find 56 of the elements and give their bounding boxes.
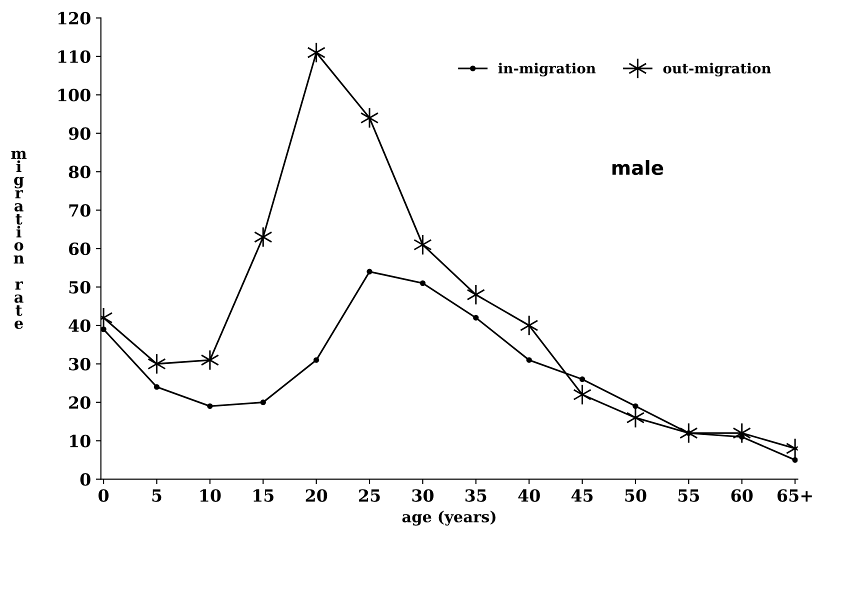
x-tick-label: 0 [98, 489, 109, 502]
y-tick-label: 120 [58, 12, 90, 25]
x-tick-label: 25 [359, 489, 380, 502]
point [313, 357, 320, 363]
y-tick-label: 110 [58, 50, 90, 63]
point [473, 314, 479, 321]
y-tick-label: 50 [69, 280, 90, 294]
x-tick-label: 35 [465, 489, 486, 502]
legend-label: out-migration [663, 62, 771, 76]
point [679, 422, 698, 444]
y-tick-label: 60 [69, 242, 90, 256]
x-tick-label: 45 [571, 489, 593, 502]
point [573, 384, 592, 406]
point [632, 403, 638, 410]
point [520, 314, 538, 336]
x-tick-label: 30 [412, 489, 434, 502]
x-tick-label: 40 [518, 489, 540, 502]
y-tick-label: 30 [69, 358, 90, 370]
x-axis-title: age (years) [402, 510, 496, 526]
point [366, 268, 372, 274]
point [579, 376, 586, 382]
point [414, 234, 432, 256]
text: migration rate [11, 150, 27, 329]
y-tick-label: 80 [68, 166, 90, 178]
x-tick-label: 60 [731, 489, 753, 502]
point [526, 357, 532, 363]
point [148, 353, 166, 374]
annotation: male [612, 160, 664, 176]
x-tick-label: 5 [152, 489, 162, 502]
x-tick-label: 10 [200, 489, 221, 502]
x-tick-label: 20 [306, 489, 328, 502]
point [207, 403, 213, 410]
y-tick-label: 40 [68, 319, 90, 332]
x-tick-label: 15 [254, 489, 274, 502]
x-tick-label: 50 [625, 489, 646, 502]
y-tick-label: 10 [70, 434, 90, 448]
point [100, 326, 106, 332]
point [260, 399, 266, 406]
y-tick-label: 100 [58, 88, 90, 102]
y-tick-label: 70 [69, 204, 90, 217]
legend-label: in-migration [498, 62, 596, 76]
point [420, 280, 426, 286]
x-tick-label: 55 [678, 489, 700, 502]
y-tick-label: 90 [68, 127, 90, 140]
y-tick-label: 0 [80, 473, 90, 486]
point [466, 284, 486, 306]
point [732, 422, 752, 444]
point [792, 457, 798, 463]
point [254, 226, 272, 248]
point [200, 350, 220, 371]
x-tick-label: 65+ [778, 489, 812, 502]
point [626, 407, 645, 428]
point [154, 384, 160, 390]
point [360, 107, 379, 128]
y-tick-label: 20 [69, 396, 90, 409]
point [307, 42, 326, 64]
